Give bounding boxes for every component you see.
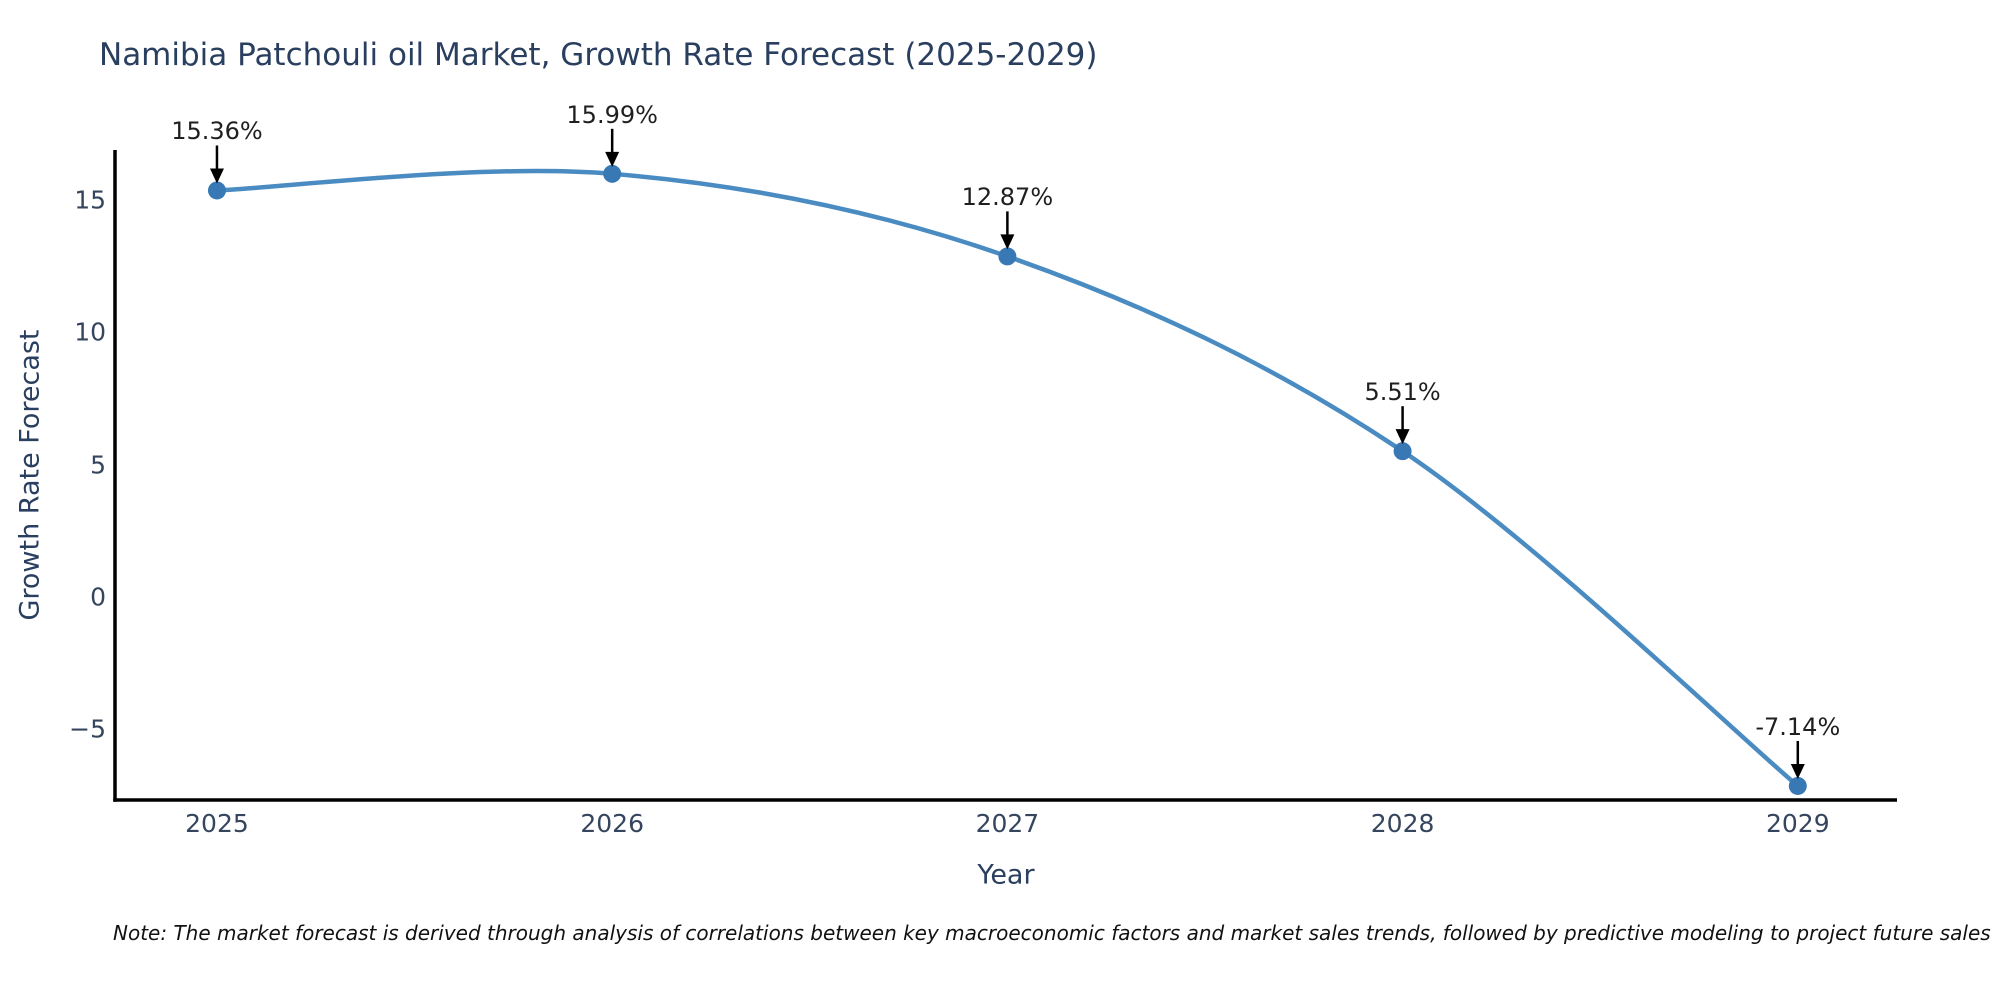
- x-tick-label: 2029: [1765, 809, 1830, 838]
- x-tick-label: 2026: [580, 809, 644, 838]
- data-point-marker[interactable]: [603, 164, 622, 183]
- annotation-arrowhead: [1790, 763, 1805, 779]
- data-point-marker[interactable]: [1788, 776, 1807, 795]
- annotation-arrowhead: [1395, 429, 1410, 445]
- data-point-label: 12.87%: [961, 183, 1054, 212]
- y-tick-label: 0: [90, 582, 106, 612]
- data-point-marker[interactable]: [998, 247, 1017, 266]
- footnote: Note: The market forecast is derived thr…: [113, 921, 1991, 945]
- y-tick-label: 10: [74, 317, 106, 347]
- x-tick-label: 2028: [1370, 809, 1435, 838]
- data-point-label: -7.14%: [1755, 712, 1841, 741]
- y-tick-label: 5: [90, 450, 106, 480]
- data-point-marker[interactable]: [1393, 442, 1412, 461]
- x-axis-title: Year: [977, 859, 1035, 891]
- forecast-line: [214, 168, 1801, 789]
- data-point-label: 15.99%: [566, 100, 658, 129]
- y-axis-title: Growth Rate Forecast: [14, 329, 46, 621]
- data-point-label: 15.36%: [171, 117, 263, 146]
- chart-title: Namibia Patchouli oil Market, Growth Rat…: [99, 37, 1098, 73]
- y-tick-label: −5: [69, 714, 106, 744]
- annotation-arrowhead: [209, 168, 224, 184]
- data-point-marker[interactable]: [207, 181, 226, 200]
- x-tick-label: 2025: [185, 809, 249, 838]
- y-tick-label: 15: [74, 185, 106, 215]
- annotation-arrowhead: [1000, 234, 1015, 250]
- x-tick-label: 2027: [975, 809, 1040, 838]
- annotation-arrowhead: [605, 151, 620, 167]
- data-point-label: 5.51%: [1364, 378, 1441, 407]
